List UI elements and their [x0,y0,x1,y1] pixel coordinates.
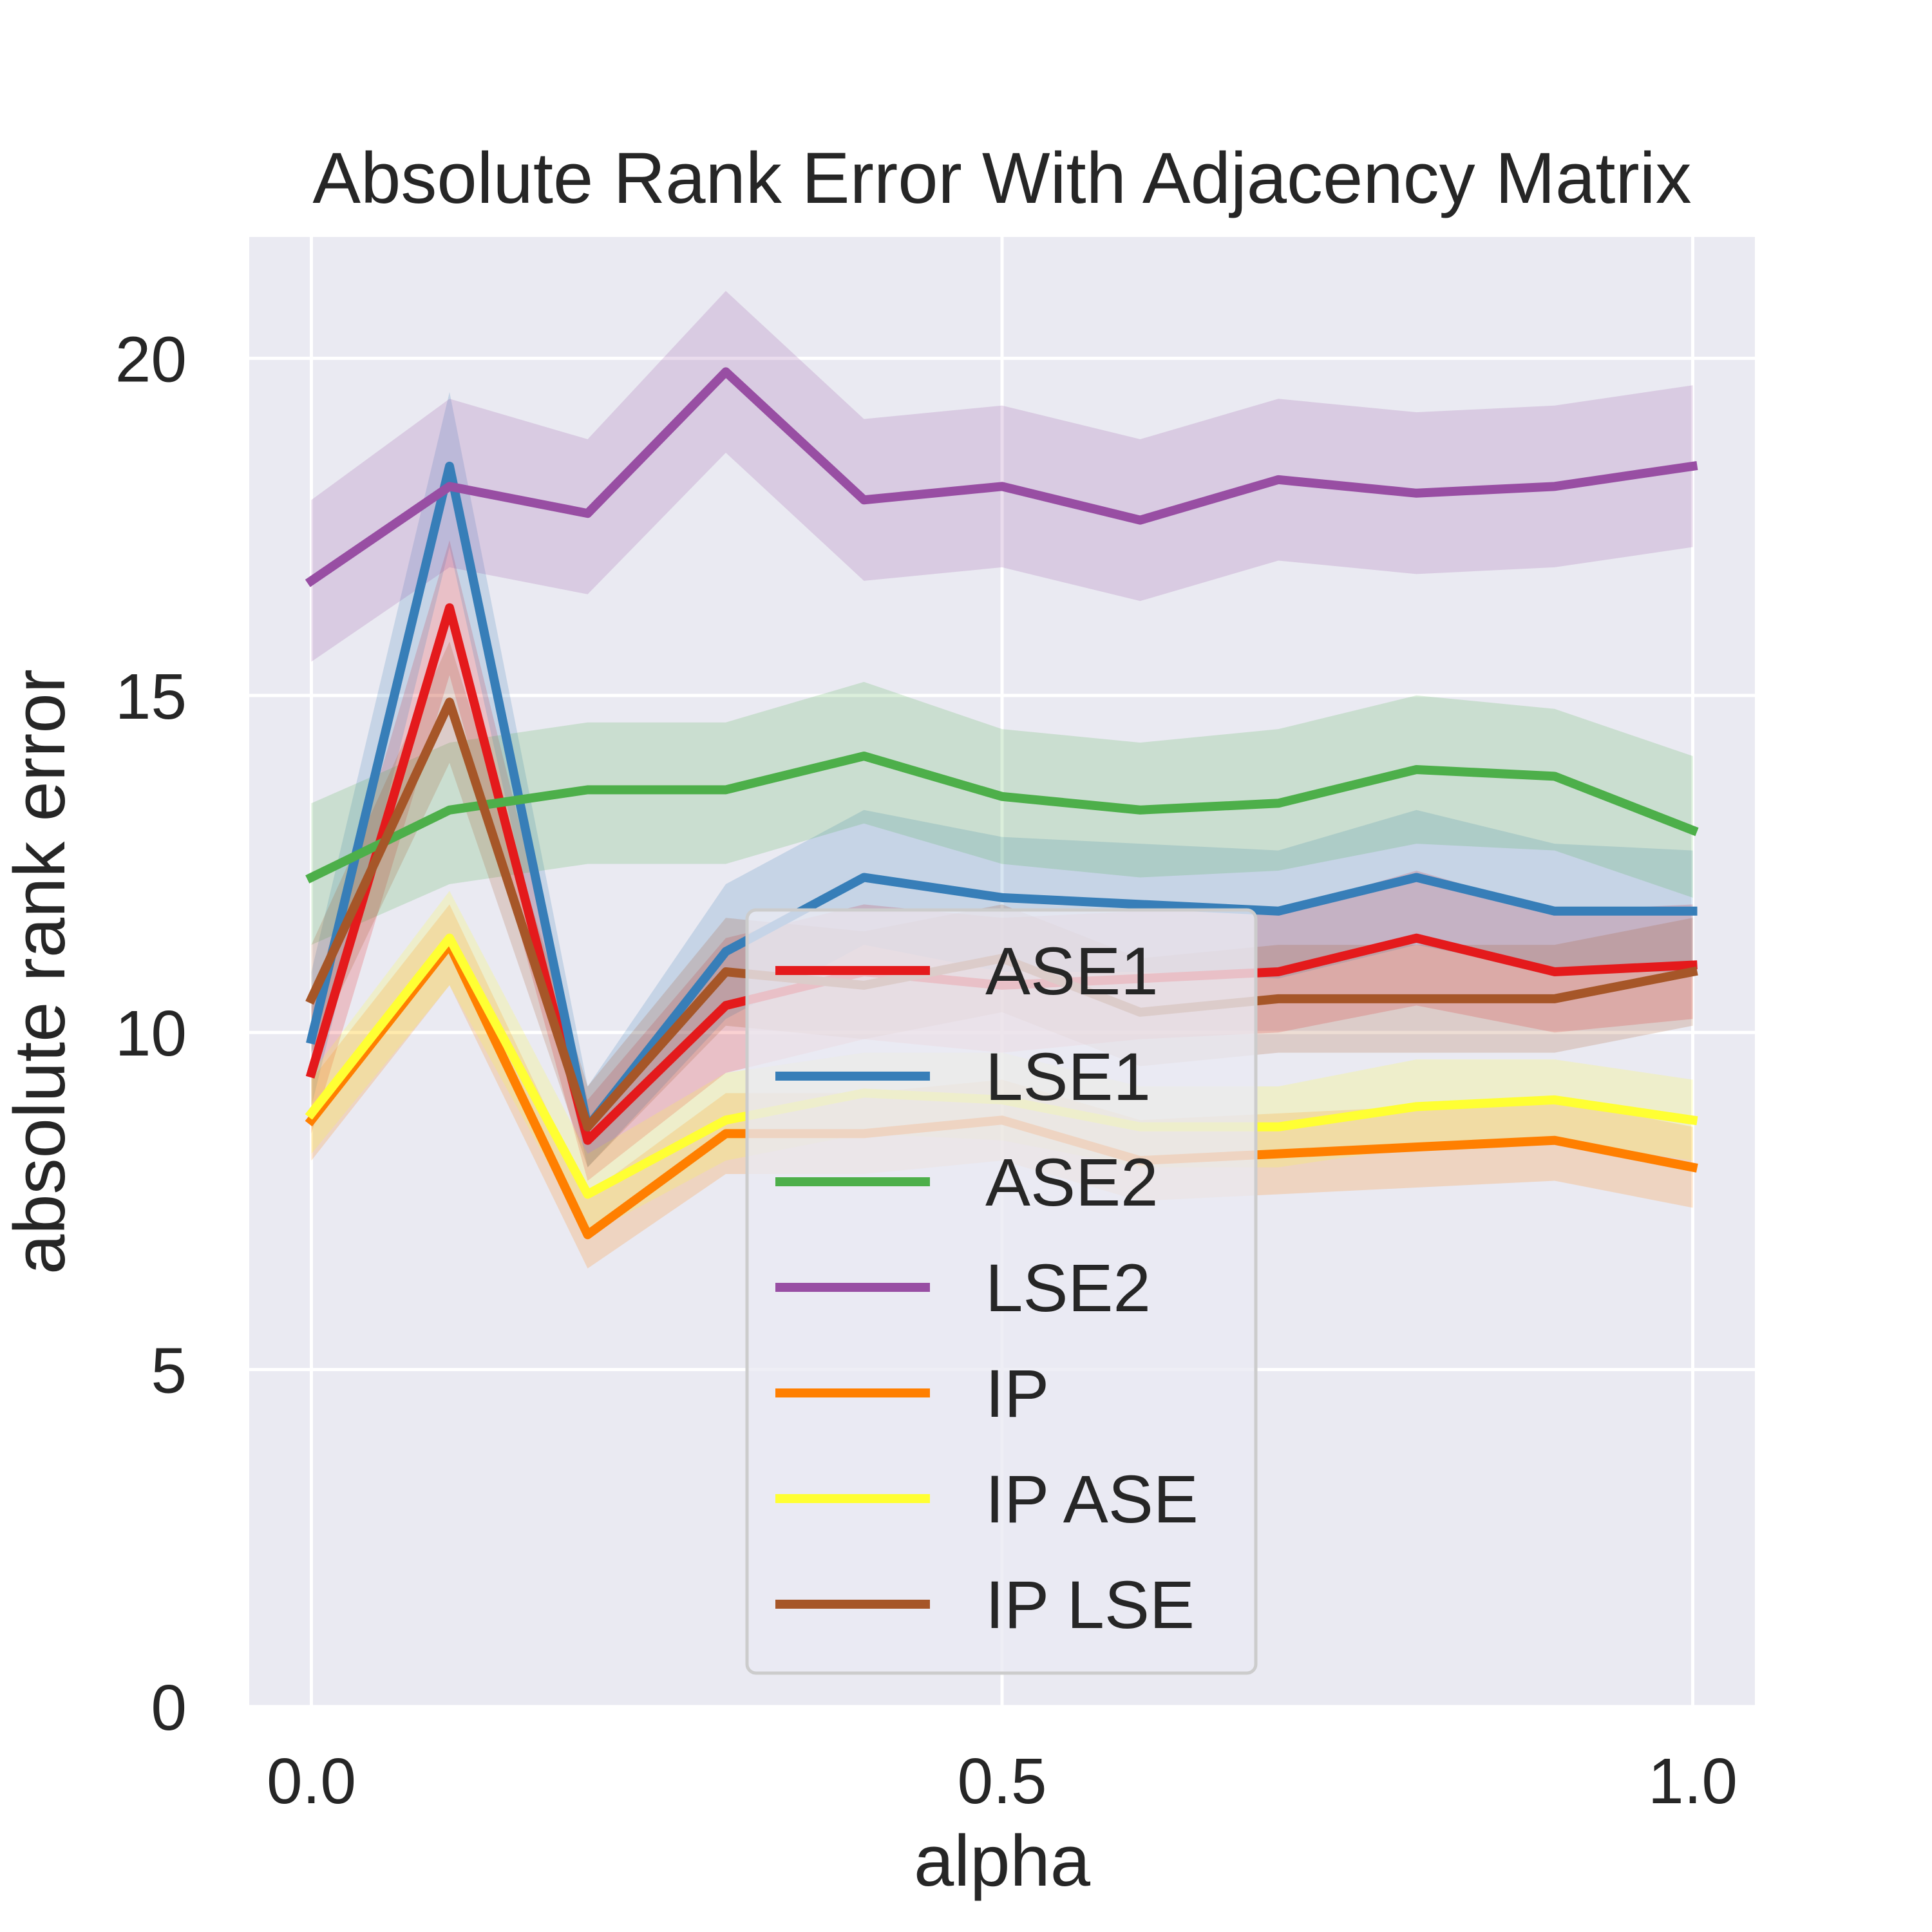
y-tick-label: 15 [115,661,187,733]
legend-label-ase2: ASE2 [985,1145,1159,1220]
x-tick-label: 0.5 [957,1745,1046,1817]
legend-label-lse2: LSE2 [985,1251,1151,1326]
legend-label-ip-ase: IP ASE [985,1462,1198,1537]
y-tick-label: 5 [151,1335,187,1407]
band-lse2 [311,290,1693,662]
chart-title: Absolute Rank Error With Adjacency Matri… [312,138,1691,218]
y-tick-label: 10 [115,998,187,1070]
legend-box [745,908,1258,1675]
legend-label-ip-lse: IP LSE [985,1567,1195,1643]
legend-label-ip: IP [985,1356,1049,1432]
line-lse2 [305,367,1698,587]
y-tick-label: 20 [115,323,187,395]
x-axis-label: alpha [914,1821,1091,1901]
legend-label-lse1: LSE1 [985,1039,1151,1115]
band-ase2 [311,681,1693,945]
x-tick-label: 1.0 [1648,1745,1738,1817]
line-lse1 [306,461,1698,1132]
y-axis-label: absolute rank error [0,669,80,1274]
legend: ASE1 LSE1 ASE2 LSE2 IP IP ASE IP LSE [745,908,1258,1675]
band-ase1 [311,540,1693,1181]
x-tick-labels: 0.0 0.5 1.0 [267,1745,1738,1817]
line-ase2 [305,752,1699,884]
x-tick-label: 0.0 [267,1745,356,1817]
y-tick-labels: 0 5 10 15 20 [115,323,187,1744]
legend-label-ase1: ASE1 [985,934,1159,1009]
y-tick-label: 0 [151,1672,187,1744]
